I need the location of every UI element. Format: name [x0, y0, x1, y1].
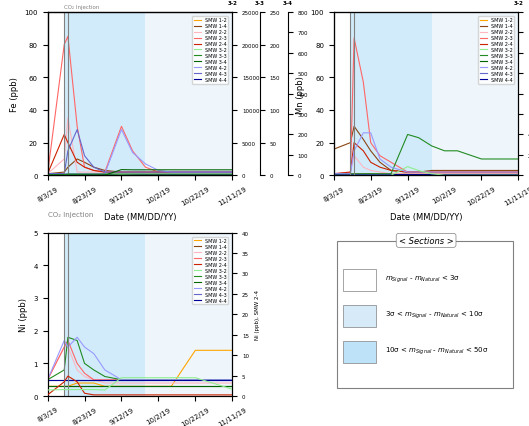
FancyBboxPatch shape: [343, 269, 376, 292]
Bar: [145, 13, 232, 176]
Y-axis label: Mn (ppb): Mn (ppb): [296, 75, 305, 113]
Bar: [48, 13, 64, 176]
Y-axis label: Fe (ppb): Fe (ppb): [10, 77, 19, 112]
Text: < Sections >: < Sections >: [399, 236, 453, 245]
Text: $m_{Signal}$ - $m_{Natural}$ < 3σ: $m_{Signal}$ - $m_{Natural}$ < 3σ: [386, 273, 461, 285]
Y-axis label: Ni (ppb), SMW 2-4: Ni (ppb), SMW 2-4: [254, 290, 260, 340]
FancyBboxPatch shape: [343, 305, 376, 328]
Y-axis label: Ni (ppb): Ni (ppb): [19, 298, 28, 331]
Text: CO₂ Injection: CO₂ Injection: [48, 211, 93, 217]
Bar: [432, 13, 518, 176]
Legend: SMW 1-2, SMW 1-4, SMW 2-2, SMW 2-3, SMW 2-4, SMW 3-2, SMW 3-3, SMW 3-4, SMW 4-2,: SMW 1-2, SMW 1-4, SMW 2-2, SMW 2-3, SMW …: [478, 17, 514, 84]
Bar: [64, 13, 145, 176]
Text: 10σ < $m_{Signal}$ - $m_{Natural}$ < 50σ: 10σ < $m_{Signal}$ - $m_{Natural}$ < 50σ: [386, 345, 489, 356]
Bar: [145, 233, 232, 396]
Text: SMW
3-2: SMW 3-2: [510, 0, 526, 6]
Bar: [350, 13, 432, 176]
Text: CO₂ Injection: CO₂ Injection: [64, 5, 99, 9]
Text: SMW
3-4: SMW 3-4: [280, 0, 295, 6]
X-axis label: Date (MM/DD/YY): Date (MM/DD/YY): [390, 212, 462, 221]
Bar: [334, 13, 350, 176]
Legend: SMW 1-2, SMW 1-4, SMW 2-2, SMW 2-3, SMW 2-4, SMW 3-2, SMW 3-3, SMW 3-4, SMW 4-2,: SMW 1-2, SMW 1-4, SMW 2-2, SMW 2-3, SMW …: [192, 17, 228, 84]
Text: SMW
3-2: SMW 3-2: [224, 0, 240, 6]
Legend: SMW 1-2, SMW 1-4, SMW 2-2, SMW 2-3, SMW 2-4, SMW 3-2, SMW 3-3, SMW 3-4, SMW 4-2,: SMW 1-2, SMW 1-4, SMW 2-2, SMW 2-3, SMW …: [192, 237, 228, 305]
Bar: [64, 233, 145, 396]
Text: SMW
3-3: SMW 3-3: [252, 0, 268, 6]
FancyBboxPatch shape: [343, 341, 376, 363]
X-axis label: Date (MM/DD/YY): Date (MM/DD/YY): [104, 212, 176, 221]
Bar: [48, 233, 64, 396]
Text: 3σ < $m_{Signal}$ - $m_{Natural}$ < 10σ: 3σ < $m_{Signal}$ - $m_{Natural}$ < 10σ: [386, 309, 484, 320]
